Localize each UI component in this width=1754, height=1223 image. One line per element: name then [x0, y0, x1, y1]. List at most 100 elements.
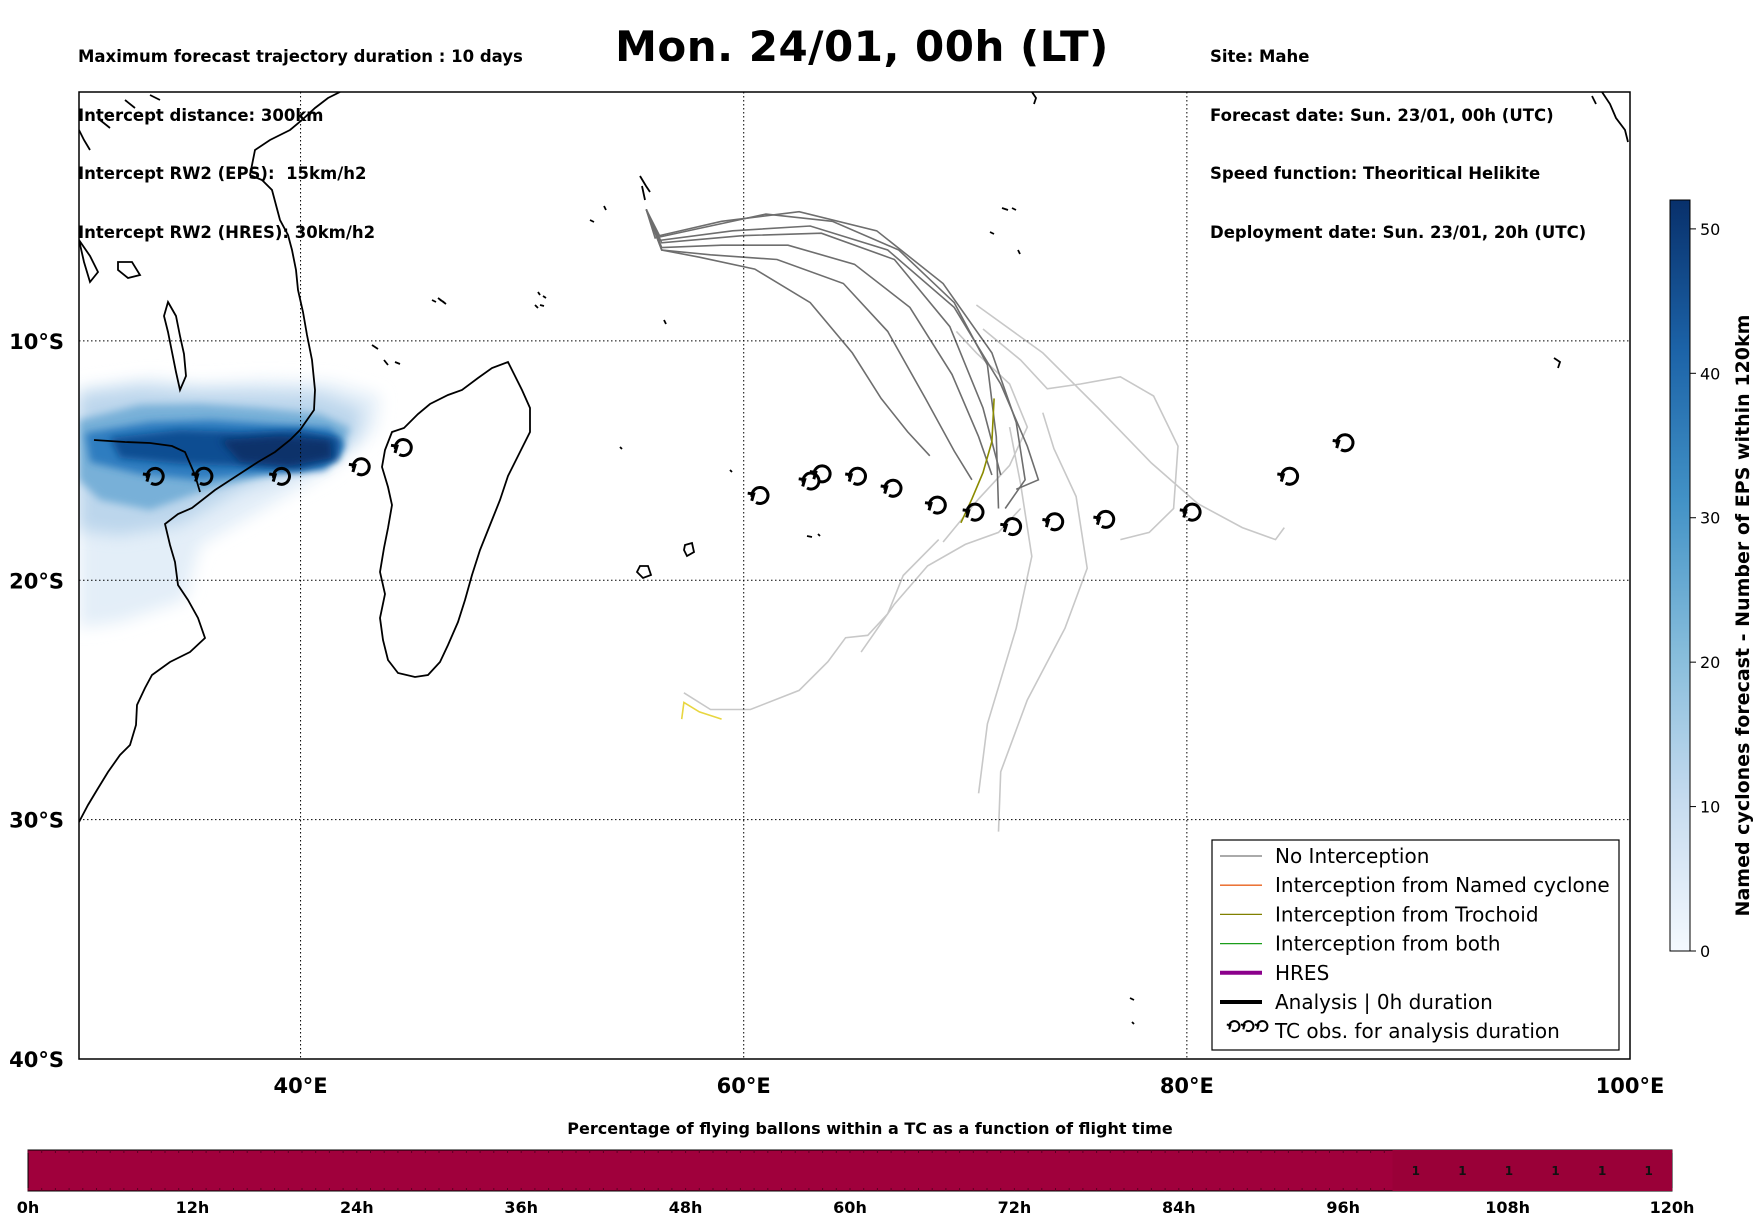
tc-obs-symbol	[924, 495, 947, 515]
tc-obs-symbol	[1277, 466, 1300, 486]
header-right-info: Site: Mahe Forecast date: Sun. 23/01, 00…	[1210, 8, 1586, 262]
info-line: Maximum forecast trajectory duration : 1…	[78, 47, 523, 66]
legend-label: No Interception	[1275, 844, 1429, 868]
tc-obs-symbol	[798, 471, 821, 491]
bottom-bar-cell-value: 1	[1645, 1164, 1653, 1178]
track-no-interception-late	[977, 426, 1033, 794]
track-no-interception-late	[942, 330, 1029, 543]
track-no-interception	[645, 208, 1002, 476]
track-no-interception	[645, 209, 1000, 509]
tc-obs-symbol	[269, 466, 291, 486]
colorbar-tick-label: 30	[1700, 509, 1720, 528]
mauritius	[635, 565, 653, 580]
legend-label: Interception from Trochoid	[1275, 902, 1539, 926]
reunion	[683, 541, 696, 558]
map-area	[79, 92, 1630, 1059]
track-no-interception-late	[982, 328, 1179, 541]
lon-tick-label: 80°E	[1160, 1074, 1214, 1098]
map-frame	[78, 91, 1631, 1060]
legend-box	[1211, 839, 1620, 1051]
map-legend: No Interception Interception from Named c…	[1211, 839, 1620, 1051]
legend-label: HRES	[1275, 961, 1329, 985]
lon-tick-label: 100°E	[1596, 1074, 1665, 1098]
legend-label: TC obs. for analysis duration	[1274, 1019, 1560, 1043]
track-no-interception-late	[683, 539, 940, 711]
seychelles	[639, 175, 651, 201]
track-no-interception-late	[975, 304, 1285, 541]
colorbar-tick-label: 10	[1700, 798, 1720, 817]
bottom-bar-value-region	[1392, 1150, 1672, 1191]
info-line: Deployment date: Sun. 23/01, 20h (UTC)	[1210, 222, 1587, 242]
madagascar-coast	[379, 360, 531, 678]
lake-malawi	[163, 299, 187, 393]
flight-time-tick-label: 60h	[833, 1198, 867, 1217]
map-title: Mon. 24/01, 00h (LT)	[0, 22, 1754, 71]
lake-tanganyika	[79, 239, 100, 284]
legend-tc-symbol	[1254, 1020, 1269, 1033]
tc-obs-symbol	[845, 466, 867, 486]
chagos	[989, 207, 1021, 255]
cyclone-density-shading	[79, 378, 380, 628]
arabia-coast	[79, 94, 161, 151]
tc-obs-symbol	[142, 466, 165, 486]
bottom-bar-cell-value: 1	[1551, 1164, 1559, 1178]
tc-obs-symbol	[1093, 509, 1116, 529]
flight-time-tick-label: 12h	[176, 1198, 210, 1217]
scattered-islets	[431, 205, 821, 537]
amsterdam-island	[1129, 997, 1135, 1025]
tc-observations	[142, 433, 1355, 537]
tc-obs-symbol	[1179, 502, 1202, 522]
flight-time-tick-label: 108h	[1485, 1198, 1530, 1217]
map-axis-labels: 40°E 60°E 80°E 100°E 10°S 20°S 30°S 40°S	[9, 330, 1664, 1098]
colorbar-tick-label: 20	[1700, 653, 1720, 672]
track-no-interception	[645, 208, 1026, 509]
bottom-bar-cell-value: 1	[1458, 1164, 1466, 1178]
legend-tc-symbol	[1226, 1020, 1241, 1033]
coastlines	[79, 92, 1629, 1025]
flight-time-tick-label: 84h	[1162, 1198, 1196, 1217]
flight-time-tick-label: 96h	[1326, 1198, 1360, 1217]
lake-victoria	[117, 261, 142, 279]
colorbar-tick-label: 50	[1700, 220, 1720, 239]
tc-obs-symbol	[962, 502, 985, 522]
lat-tick-label: 30°S	[9, 809, 64, 833]
flight-time-tick-label: 24h	[340, 1198, 374, 1217]
lon-tick-label: 60°E	[717, 1074, 771, 1098]
colorbar-gradient	[1669, 199, 1691, 952]
legend-label: Analysis | 0h duration	[1275, 990, 1493, 1014]
colorbar-tick-label: 40	[1700, 364, 1720, 383]
flight-time-tick-label: 72h	[998, 1198, 1032, 1217]
colorbar: 0 10 20 30 40 50 Named cyclones forecast - Num…	[1669, 199, 1754, 961]
info-line: Site: Mahe	[1210, 47, 1310, 66]
tc-obs-symbol	[1332, 433, 1355, 453]
tc-obs-symbol	[348, 457, 371, 477]
tc-obs-symbol	[1042, 512, 1065, 532]
track-no-interception	[645, 209, 931, 457]
india-coast	[1591, 92, 1629, 143]
africa-coast	[79, 92, 341, 823]
tc-obs-symbol	[880, 478, 903, 498]
legend-label: Interception from both	[1275, 932, 1501, 956]
info-line: Intercept RW2 (EPS): 15km/h2	[78, 164, 367, 183]
flight-time-tick-label: 48h	[669, 1198, 703, 1217]
info-line: Speed function: Theoritical Helikite	[1210, 164, 1541, 183]
track-no-interception-late	[860, 507, 1022, 653]
track-no-interception-late	[997, 412, 1089, 832]
bottom-bar-title: Percentage of flying ballons within a TC…	[567, 1119, 1173, 1138]
track-late-segment	[680, 701, 722, 720]
legend-tc-symbol	[1240, 1020, 1255, 1033]
trajectory-tracks	[645, 208, 1285, 832]
flight-time-tick-label: 0h	[17, 1198, 40, 1217]
flight-time-tick-label: 120h	[1650, 1198, 1695, 1217]
comoros	[371, 344, 401, 366]
tc-obs-symbol	[390, 438, 413, 458]
tc-obs-symbol	[1000, 517, 1023, 537]
flight-time-tick-label: 36h	[504, 1198, 538, 1217]
info-line: Forecast date: Sun. 23/01, 00h (UTC)	[1210, 105, 1554, 125]
colorbar-title: Named cyclones forecast - Number of EPS …	[1732, 315, 1754, 917]
colorbar-tick-label: 0	[1700, 942, 1710, 961]
tc-obs-symbol	[191, 466, 214, 486]
legend-label: Interception from Named cyclone	[1275, 873, 1610, 897]
tc-obs-symbol	[809, 464, 832, 484]
